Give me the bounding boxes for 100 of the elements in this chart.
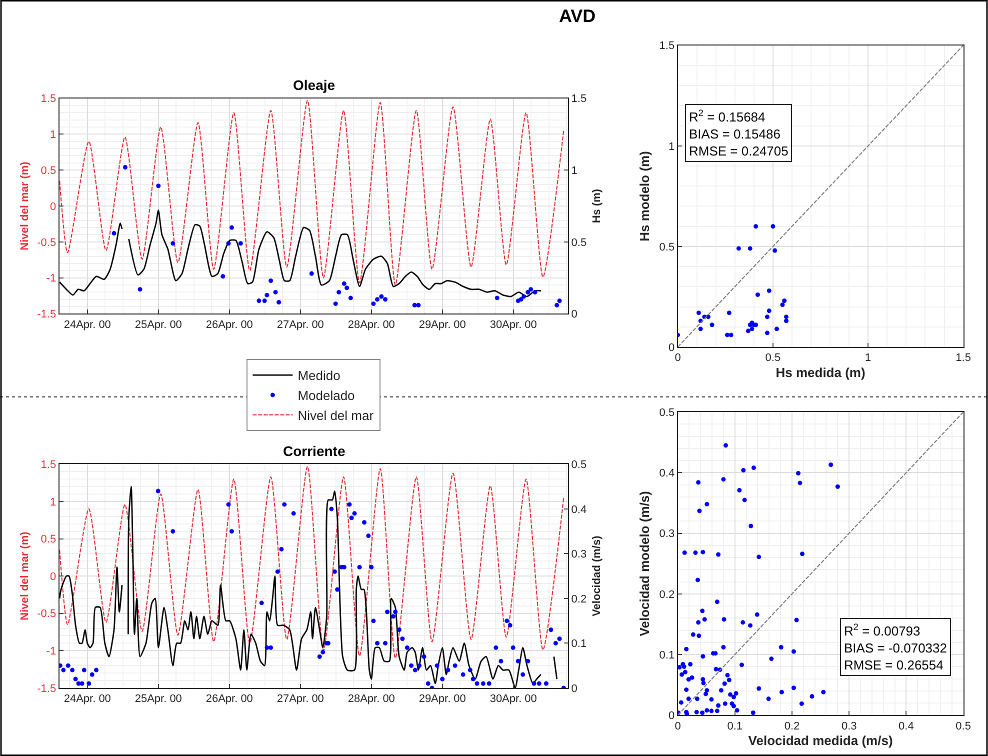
point [112,231,116,236]
point [344,286,350,290]
point [554,302,560,308]
point [230,225,234,230]
point [333,301,338,306]
x-tick-label: 1 [865,352,872,364]
y-tick-label: -1 [46,272,56,285]
y-tick-label: 0.3 [659,528,675,540]
point [725,332,730,338]
point [494,296,500,300]
x-tick-label: 0.5 [765,352,781,364]
y-tick-label: 1.5 [40,93,56,106]
y-axis-title: Hs modelo (m) [637,151,652,242]
x-tick-label: 29Apr. 00 [418,693,466,706]
x-tick-label: 0.4 [898,720,914,732]
y-tick-label: 1.5 [659,40,675,52]
y-tick-label: 0.2 [659,588,675,601]
point [256,298,262,304]
y-tick-label: 0 [668,342,675,354]
x-tick-label: 0.3 [841,720,857,732]
point [375,297,380,302]
y2-axis-title: Velocidad (m/s) [590,535,603,616]
x-tick-label: 30Apr. 00 [490,318,537,331]
y-axis-title: Nivel del mar (m) [18,531,31,620]
point [526,290,530,294]
x-tick-label: 26Apr. 00 [206,318,253,331]
point [772,248,778,253]
y2-tick-label: 0.3 [571,548,587,561]
point [528,287,534,292]
y2-tick-label: 0 [571,682,578,695]
y-tick-label: -0.5 [37,236,56,249]
y-tick-label: 0.5 [659,241,675,254]
y2-tick-label: 0 [571,308,578,321]
point [766,308,772,314]
y-tick-label: 0.4 [659,468,675,480]
x-tick-label: 25Apr. 00 [134,318,182,331]
point [746,328,750,334]
point [780,302,785,308]
x-tick-label: 0.1 [727,720,743,732]
point [276,300,282,304]
point [770,224,776,229]
line-series [59,100,564,286]
x-tick-label: 24Apr. 00 [64,693,111,706]
point [748,246,752,251]
point [226,241,231,246]
point [557,298,562,304]
point [268,278,274,283]
y2-tick-label: 0.4 [571,504,587,516]
y-tick-label: -1.5 [37,682,56,695]
x-axis-title: Hs medida (m) [776,364,866,380]
x-tick-label: 29Apr. 00 [418,318,466,331]
point [726,310,732,316]
point [348,296,353,300]
y-tick-label: 0.5 [40,164,56,177]
x-tick-label: 25Apr. 00 [134,693,182,706]
y2-tick-label: 1.5 [571,93,587,106]
point [766,288,772,293]
point [336,290,342,294]
y-axis-title: Velocidad modelo (m/s) [637,490,652,636]
point [342,281,346,286]
point [754,224,758,229]
x-tick-label: 26Apr. 00 [206,693,253,706]
chart-title: Corriente [283,443,346,459]
annotation: R$^{2}$ = 0.15684 BIAS = 0.15486 RMSE = 0.24705 [689,108,788,158]
point [696,310,701,316]
legend-label: Medido [298,368,340,384]
y-tick-label: 1 [668,140,675,153]
y2-axis-title: Hs (m) [590,188,603,224]
annotation: R$^{2}$ = 0.00793 BIAS = -0.070332 RMSE = 0.26554 [844,622,947,672]
x-tick-label: 27Apr. 00 [276,693,324,706]
point [264,292,270,298]
y2-tick-label: 1 [571,164,578,177]
y-tick-label: -0.5 [37,608,56,620]
y-tick-label: 0.5 [40,534,56,546]
point [736,246,741,251]
point [521,294,526,299]
point [170,241,176,246]
y-tick-label: 0 [50,570,56,583]
x-tick-label: 28Apr. 00 [348,693,395,706]
point [784,314,789,320]
point [262,298,267,304]
point [518,297,524,302]
point [532,290,538,294]
point [412,302,417,308]
point [774,326,779,332]
legend-label: Nivel del mar [298,408,374,423]
point [156,184,161,188]
point [416,302,421,308]
point [138,287,142,292]
y2-tick-label: 0.5 [571,236,587,249]
point [238,241,243,246]
legend-label: Modelado [298,388,355,404]
point [698,326,703,332]
x-tick-label: 1.5 [956,352,971,364]
y-tick-label: 0.1 [659,649,675,662]
x-axis-title: Velocidad medida (m/s) [748,732,893,748]
point [123,164,128,170]
point [755,292,760,297]
point [371,301,376,306]
chart-title: Oleaje [293,77,336,93]
